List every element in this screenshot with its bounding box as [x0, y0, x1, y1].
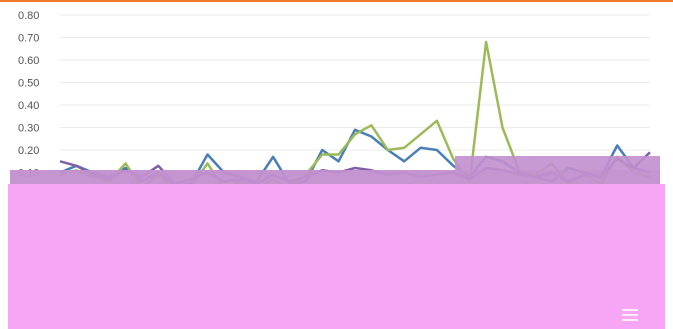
overlay-strip [455, 156, 660, 170]
grid-lines [60, 14, 650, 173]
y-tick-label: 0.40 [18, 100, 39, 112]
menu-icon-bar [622, 319, 638, 321]
overlay-block [8, 184, 665, 329]
menu-icon-bar [622, 309, 638, 311]
y-tick-label: 0.70 [18, 33, 39, 45]
menu-icon-bar [622, 314, 638, 316]
top-accent-bar [0, 0, 673, 2]
overlay-band [10, 170, 660, 184]
y-axis-tick-labels: 0.800.700.600.500.400.300.200.10 [18, 10, 39, 180]
y-tick-label: 0.20 [18, 145, 39, 157]
y-tick-label: 0.30 [18, 123, 39, 135]
y-tick-label: 0.80 [18, 10, 39, 22]
y-tick-label: 0.60 [18, 55, 39, 67]
y-tick-label: 0.50 [18, 78, 39, 90]
menu-icon[interactable] [622, 309, 638, 321]
